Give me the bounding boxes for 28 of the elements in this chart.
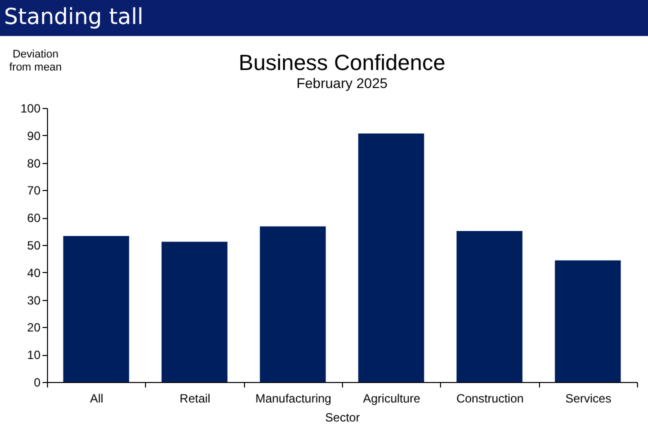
y-tick-label: 50 <box>27 238 41 252</box>
bar <box>162 242 228 382</box>
y-tick-label: 10 <box>27 348 41 362</box>
x-tick-label: Agriculture <box>362 392 421 406</box>
x-tick-label: Retail <box>180 392 210 406</box>
y-tick-label: 20 <box>27 320 41 335</box>
y-tick-label: 90 <box>27 128 41 143</box>
bar <box>358 133 424 382</box>
chart-title: Business Confidence <box>238 50 446 75</box>
bar <box>63 236 130 382</box>
x-tick-label: Manufacturing <box>255 392 332 406</box>
x-axis-title: Sector <box>325 410 360 424</box>
y-axis-title: Deviation from mean <box>9 48 62 74</box>
x-tick-label: Construction <box>456 392 524 406</box>
bar <box>260 226 326 382</box>
y-tick-label: 0 <box>34 376 41 390</box>
y-tick-label: 60 <box>27 211 41 226</box>
y-tick-label: 70 <box>27 184 41 198</box>
x-tick-label: All <box>90 392 104 406</box>
x-tick-label: Services <box>565 392 612 406</box>
bar <box>456 231 522 382</box>
y-tick-label: 80 <box>27 156 41 170</box>
text: Standing tall <box>0 0 648 36</box>
bar <box>554 260 621 382</box>
y-tick-label: 30 <box>27 293 41 308</box>
chart-subtitle: February 2025 <box>296 75 388 91</box>
y-tick-label: 100 <box>20 102 41 116</box>
y-tick-label: 40 <box>27 266 41 280</box>
